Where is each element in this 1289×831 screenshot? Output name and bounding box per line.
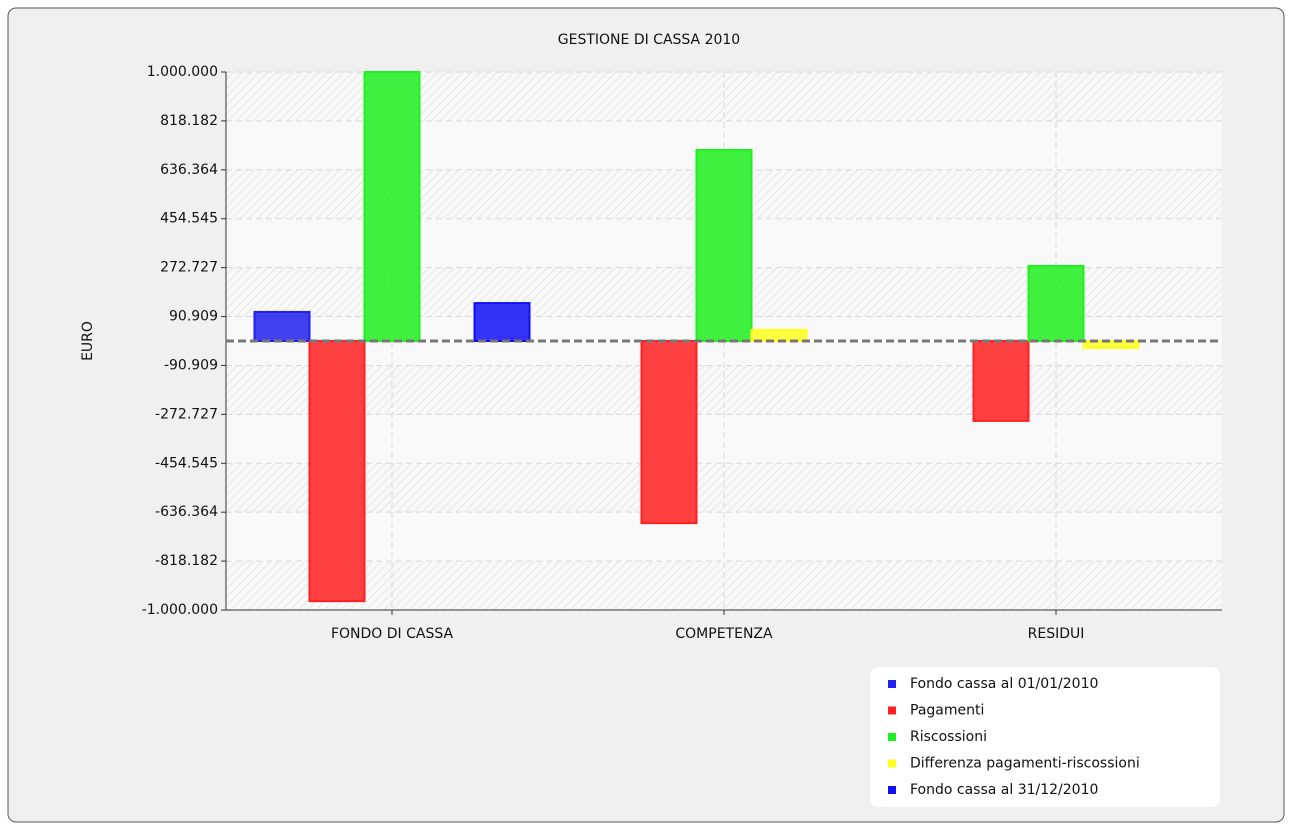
y-tick-label: 272.727 [160, 260, 218, 276]
legend-label: Pagamenti [910, 703, 984, 719]
bar [308, 340, 366, 603]
legend-label: Riscossioni [910, 729, 987, 745]
y-tick-label: -1.000.000 [142, 602, 218, 618]
y-tick-label: 818.182 [160, 113, 218, 129]
y-tick-label: 454.545 [160, 211, 218, 227]
bar [750, 328, 808, 343]
bar [1027, 264, 1085, 343]
y-tick-label: 1.000.000 [147, 64, 218, 80]
y-tick-label: 90.909 [169, 309, 218, 325]
y-tick-label: -272.727 [155, 406, 218, 422]
y-tick-label: -90.909 [164, 357, 218, 373]
legend-swatch [888, 786, 896, 794]
bar [695, 149, 753, 342]
bar [640, 340, 698, 525]
legend-swatch [888, 759, 896, 768]
legend [870, 667, 1220, 807]
legend-label: Fondo cassa al 31/12/2010 [910, 782, 1098, 798]
bar [972, 340, 1030, 422]
legend-label: Differenza pagamenti-riscossioni [910, 756, 1140, 772]
y-tick-label: 636.364 [160, 162, 218, 178]
x-tick-label: FONDO DI CASSA [331, 626, 454, 642]
chart-title: GESTIONE DI CASSA 2010 [558, 32, 740, 48]
bar [363, 71, 421, 342]
bar [1082, 340, 1140, 349]
bar [253, 310, 311, 342]
legend-swatch [888, 706, 896, 715]
y-tick-label: -454.545 [155, 455, 218, 471]
legend-swatch [888, 680, 896, 688]
x-tick-label: RESIDUI [1028, 626, 1085, 642]
legend-label: Fondo cassa al 01/01/2010 [910, 676, 1098, 692]
bar [473, 302, 531, 343]
y-tick-label: -818.182 [155, 553, 218, 569]
y-tick-label: -636.364 [155, 504, 218, 520]
y-axis-label: EURO [80, 321, 96, 361]
legend-swatch [888, 733, 896, 741]
x-tick-label: COMPETENZA [675, 626, 773, 642]
